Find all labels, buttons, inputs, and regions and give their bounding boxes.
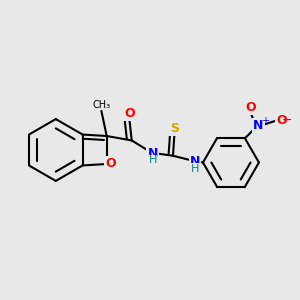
Text: O: O — [105, 158, 116, 170]
Text: N: N — [147, 147, 158, 160]
Text: N: N — [190, 154, 200, 167]
Text: O: O — [245, 100, 256, 114]
Text: O: O — [124, 107, 135, 120]
Text: +: + — [261, 116, 269, 126]
Text: −: − — [282, 114, 292, 127]
Text: H: H — [191, 164, 199, 174]
Text: N: N — [253, 119, 264, 132]
Text: S: S — [170, 122, 179, 135]
Text: CH₃: CH₃ — [92, 100, 110, 110]
Text: O: O — [276, 113, 287, 127]
Text: H: H — [148, 155, 157, 166]
